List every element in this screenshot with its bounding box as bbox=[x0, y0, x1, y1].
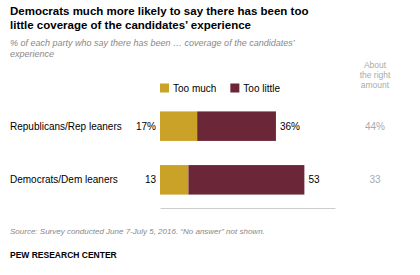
about-right-label: 33 bbox=[369, 174, 381, 185]
chart: Democrats much more likely to say there … bbox=[0, 0, 420, 275]
title: Democrats much more likely to say there … bbox=[10, 5, 308, 31]
legend-swatch bbox=[160, 84, 169, 93]
legend: Too much Too little bbox=[160, 83, 280, 94]
legend-item: Too little bbox=[230, 83, 280, 94]
data-label: 36% bbox=[280, 121, 300, 132]
subtitle: % of each party who say there has been …… bbox=[10, 38, 296, 59]
bar bbox=[160, 165, 188, 195]
data-label: 17% bbox=[136, 121, 156, 132]
bar bbox=[160, 111, 197, 141]
category-label: Republicans/Rep leaners bbox=[10, 121, 122, 132]
axis-line bbox=[161, 208, 336, 209]
legend-label: Too little bbox=[243, 83, 280, 94]
about-right-label: 44% bbox=[365, 121, 385, 132]
legend-label: Too much bbox=[173, 83, 216, 94]
legend-swatch bbox=[230, 84, 239, 93]
about-right: 44% 33 Aboutthe rightamount bbox=[360, 60, 391, 185]
legend-item: Too much bbox=[160, 83, 216, 94]
category-label: Democrats/Dem leaners bbox=[10, 174, 118, 185]
about-right-header: Aboutthe rightamount bbox=[360, 60, 391, 90]
source: Source: Survey conducted June 7-July 5, … bbox=[10, 227, 265, 236]
x-axis bbox=[161, 208, 336, 209]
brand: PEW RESEARCH CENTER bbox=[10, 250, 117, 260]
category-labels: Republicans/Rep leaners Democrats/Dem lea… bbox=[10, 121, 122, 186]
bars bbox=[160, 111, 304, 194]
bar bbox=[197, 111, 276, 141]
bar bbox=[188, 165, 304, 195]
data-label: 53 bbox=[308, 174, 320, 185]
data-labels: 17% 13 36% 53 bbox=[136, 121, 320, 186]
data-label: 13 bbox=[145, 174, 157, 185]
